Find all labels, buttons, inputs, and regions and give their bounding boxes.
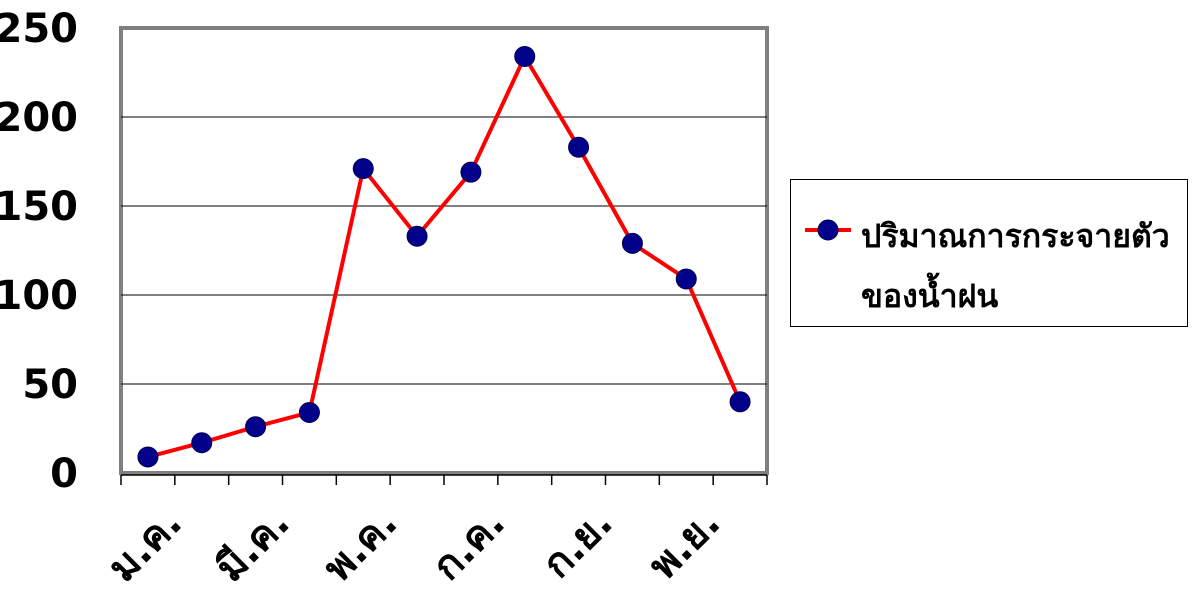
data-point: [245, 416, 267, 438]
data-point: [621, 232, 643, 254]
data-point: [568, 136, 590, 158]
data-point: [514, 45, 536, 67]
y-tick-label: 50: [22, 362, 78, 408]
y-tick-label: 0: [50, 451, 78, 497]
data-point: [729, 391, 751, 413]
legend-swatch-icon: [805, 219, 851, 241]
x-tick-label: พ.ค.: [315, 500, 407, 591]
x-tick-label: ม.ค.: [99, 500, 191, 591]
y-tick-label: 250: [0, 6, 78, 52]
x-axis-tick-labels: ม.ค. มี.ค. พ.ค. ก.ค. ก.ย. พ.ย.: [99, 500, 729, 591]
data-point: [406, 225, 428, 247]
data-point: [352, 158, 374, 180]
data-point: [675, 268, 697, 290]
y-tick-label: 200: [0, 95, 78, 141]
series-rainfall: [137, 45, 751, 468]
data-point: [298, 401, 320, 423]
axes: [120, 474, 768, 485]
data-point: [191, 432, 213, 454]
legend-label: ปริมาณการกระจายตัวของน้ำฝน: [861, 217, 1170, 315]
x-tick-label: พ.ย.: [640, 500, 729, 589]
plot-area: [119, 26, 769, 475]
y-axis-tick-labels: 0 50 100 150 200 250: [0, 6, 78, 497]
legend: ปริมาณการกระจายตัวของน้ำฝน: [790, 179, 1188, 327]
data-point: [460, 161, 482, 183]
x-tick-label: ก.ย.: [534, 500, 622, 588]
data-point: [137, 446, 159, 468]
x-tick-label: ก.ค.: [424, 500, 514, 590]
x-tick-label: มี.ค.: [207, 500, 299, 591]
y-tick-label: 150: [0, 184, 78, 230]
y-tick-label: 100: [0, 273, 78, 319]
